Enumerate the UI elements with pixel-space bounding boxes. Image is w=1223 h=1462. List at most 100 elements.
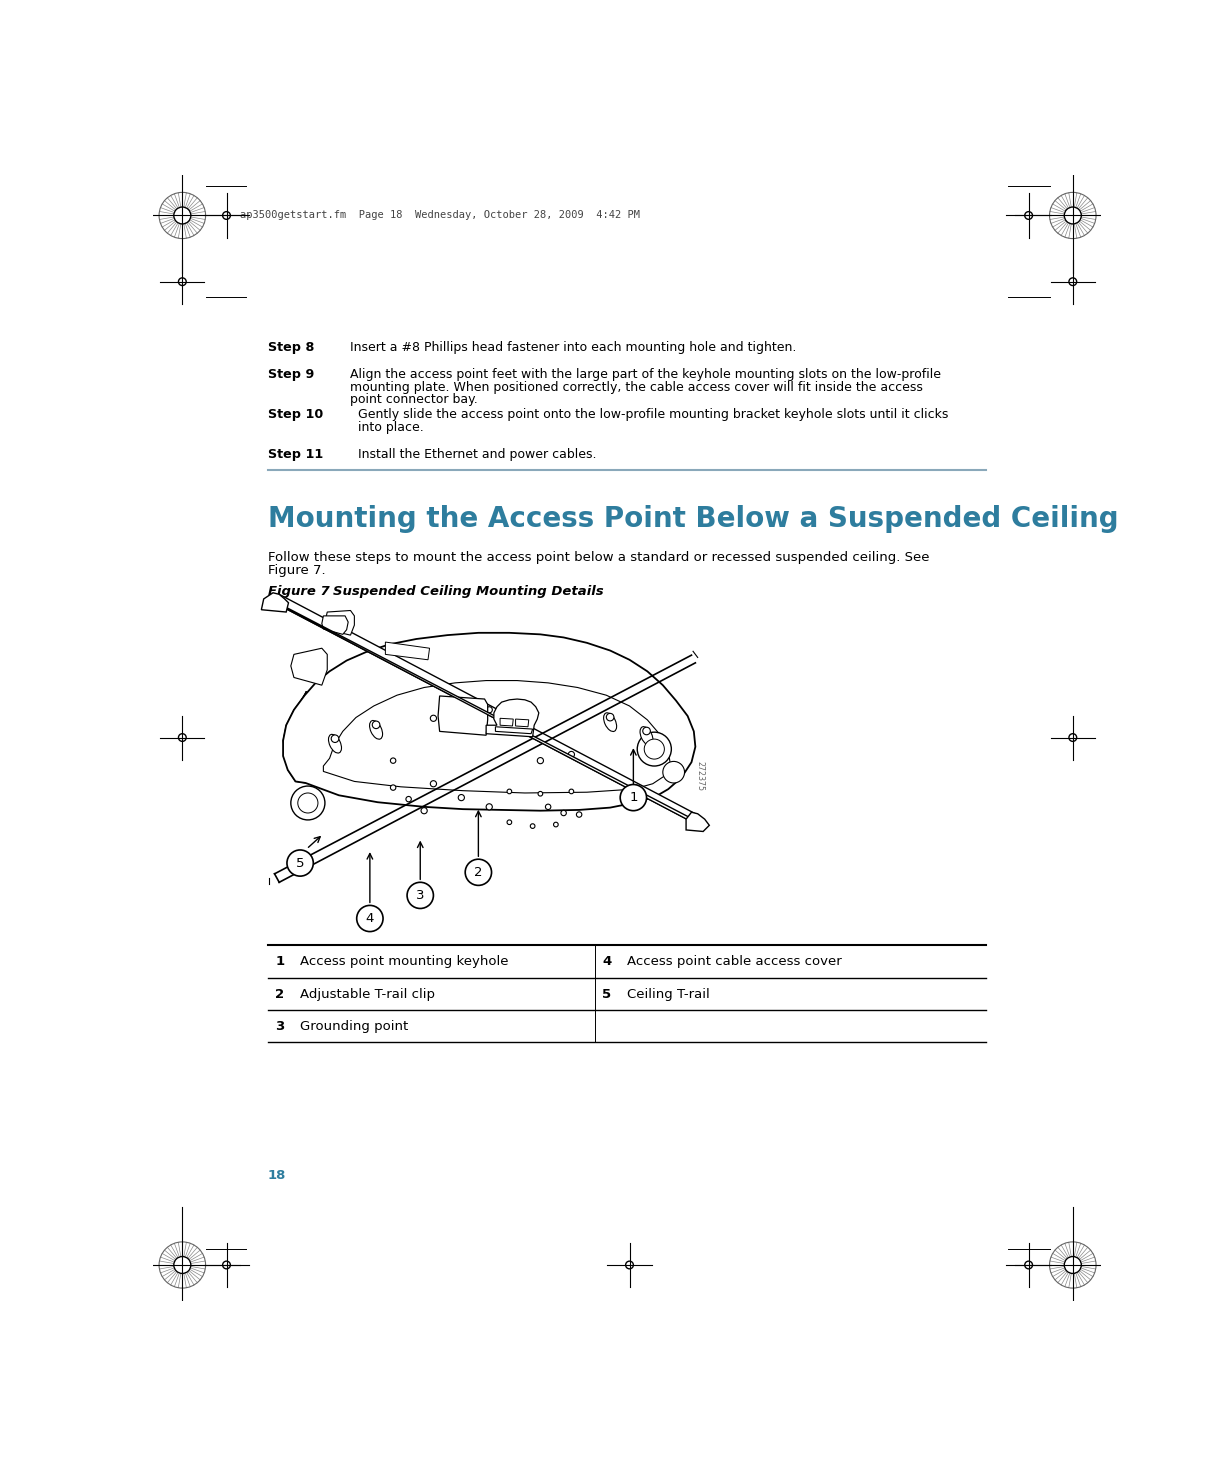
Circle shape <box>486 706 493 713</box>
Text: Adjustable T-rail clip: Adjustable T-rail clip <box>300 988 435 1001</box>
Text: Access point mounting keyhole: Access point mounting keyhole <box>300 956 509 968</box>
Polygon shape <box>323 680 670 792</box>
Circle shape <box>430 781 437 787</box>
Text: 272375: 272375 <box>696 762 704 791</box>
Circle shape <box>1063 728 1082 747</box>
Text: 3: 3 <box>416 889 424 902</box>
Text: Gently slide the access point onto the low-profile mounting bracket keyhole slot: Gently slide the access point onto the l… <box>358 408 949 421</box>
Polygon shape <box>495 727 533 734</box>
Circle shape <box>569 789 574 794</box>
Polygon shape <box>486 699 539 737</box>
Circle shape <box>459 711 465 716</box>
Text: Suspended Ceiling Mounting Details: Suspended Ceiling Mounting Details <box>334 585 604 598</box>
Circle shape <box>538 791 543 797</box>
Text: ap3500getstart.fm  Page 18  Wednesday, October 28, 2009  4:42 PM: ap3500getstart.fm Page 18 Wednesday, Oct… <box>241 211 641 221</box>
Circle shape <box>554 822 558 827</box>
Ellipse shape <box>640 727 653 746</box>
Text: Step 11: Step 11 <box>268 447 323 461</box>
Circle shape <box>390 785 396 791</box>
Circle shape <box>357 905 383 931</box>
Circle shape <box>372 721 380 728</box>
Text: Access point cable access cover: Access point cable access cover <box>627 956 841 968</box>
Circle shape <box>561 810 566 816</box>
Ellipse shape <box>604 713 616 731</box>
Circle shape <box>297 792 318 813</box>
Polygon shape <box>438 696 488 735</box>
Text: Figure 7: Figure 7 <box>268 585 329 598</box>
Circle shape <box>331 735 339 743</box>
Circle shape <box>1064 1256 1081 1273</box>
Circle shape <box>174 208 191 224</box>
Polygon shape <box>385 642 429 659</box>
Circle shape <box>663 762 685 784</box>
Text: 4: 4 <box>366 912 374 925</box>
Circle shape <box>406 797 411 801</box>
Circle shape <box>576 811 582 817</box>
Ellipse shape <box>369 721 383 740</box>
Circle shape <box>407 882 433 908</box>
Circle shape <box>287 849 313 876</box>
Circle shape <box>537 757 543 763</box>
Text: Step 8: Step 8 <box>268 341 314 354</box>
Circle shape <box>1019 1254 1038 1275</box>
Circle shape <box>174 1256 191 1273</box>
Text: 2: 2 <box>275 988 285 1001</box>
Text: mounting plate. When positioned correctly, the cable access cover will fit insid: mounting plate. When positioned correctl… <box>351 380 923 393</box>
Circle shape <box>1064 208 1081 224</box>
Circle shape <box>569 751 575 757</box>
Polygon shape <box>283 633 696 811</box>
Text: 1: 1 <box>629 791 637 804</box>
Circle shape <box>1063 272 1082 292</box>
Circle shape <box>172 272 192 292</box>
Polygon shape <box>516 719 528 727</box>
Text: 2: 2 <box>475 866 483 879</box>
Circle shape <box>508 820 511 825</box>
Text: point connector bay.: point connector bay. <box>351 393 478 406</box>
Circle shape <box>1019 206 1038 225</box>
Circle shape <box>645 740 664 759</box>
Text: into place.: into place. <box>358 421 424 434</box>
Circle shape <box>643 727 651 735</box>
Circle shape <box>620 785 647 811</box>
Polygon shape <box>322 616 349 635</box>
Polygon shape <box>283 692 306 784</box>
Polygon shape <box>500 718 514 727</box>
Polygon shape <box>325 611 355 635</box>
Text: 18: 18 <box>268 1168 286 1181</box>
Polygon shape <box>262 592 289 613</box>
Circle shape <box>390 757 396 763</box>
Text: 5: 5 <box>603 988 612 1001</box>
Text: 3: 3 <box>275 1020 285 1034</box>
Circle shape <box>216 206 236 225</box>
Text: 5: 5 <box>296 857 305 870</box>
Circle shape <box>216 1254 236 1275</box>
Circle shape <box>465 860 492 886</box>
Text: Step 9: Step 9 <box>268 368 314 382</box>
Text: Follow these steps to mount the access point below a standard or recessed suspen: Follow these steps to mount the access p… <box>268 551 929 564</box>
Circle shape <box>545 804 550 810</box>
Circle shape <box>508 789 511 794</box>
Polygon shape <box>273 601 696 823</box>
Polygon shape <box>274 595 696 822</box>
Circle shape <box>607 713 614 721</box>
Text: Ceiling T-rail: Ceiling T-rail <box>627 988 709 1001</box>
Text: Install the Ethernet and power cables.: Install the Ethernet and power cables. <box>358 447 597 461</box>
Text: Mounting the Access Point Below a Suspended Ceiling: Mounting the Access Point Below a Suspen… <box>268 504 1118 534</box>
Circle shape <box>637 732 671 766</box>
Text: Grounding point: Grounding point <box>300 1020 408 1034</box>
Text: Insert a #8 Phillips head fastener into each mounting hole and tighten.: Insert a #8 Phillips head fastener into … <box>351 341 797 354</box>
Text: Figure 7.: Figure 7. <box>268 564 325 577</box>
Circle shape <box>531 823 534 829</box>
Ellipse shape <box>329 734 341 753</box>
Text: Step 10: Step 10 <box>268 408 323 421</box>
Circle shape <box>619 1254 640 1275</box>
Text: Align the access point feet with the large part of the keyhole mounting slots on: Align the access point feet with the lar… <box>351 368 942 382</box>
Polygon shape <box>291 648 328 686</box>
Text: 1: 1 <box>275 956 285 968</box>
Circle shape <box>459 794 465 801</box>
Text: 4: 4 <box>603 956 612 968</box>
Circle shape <box>486 804 493 810</box>
Polygon shape <box>686 813 709 832</box>
Circle shape <box>421 807 427 814</box>
Circle shape <box>172 728 192 747</box>
